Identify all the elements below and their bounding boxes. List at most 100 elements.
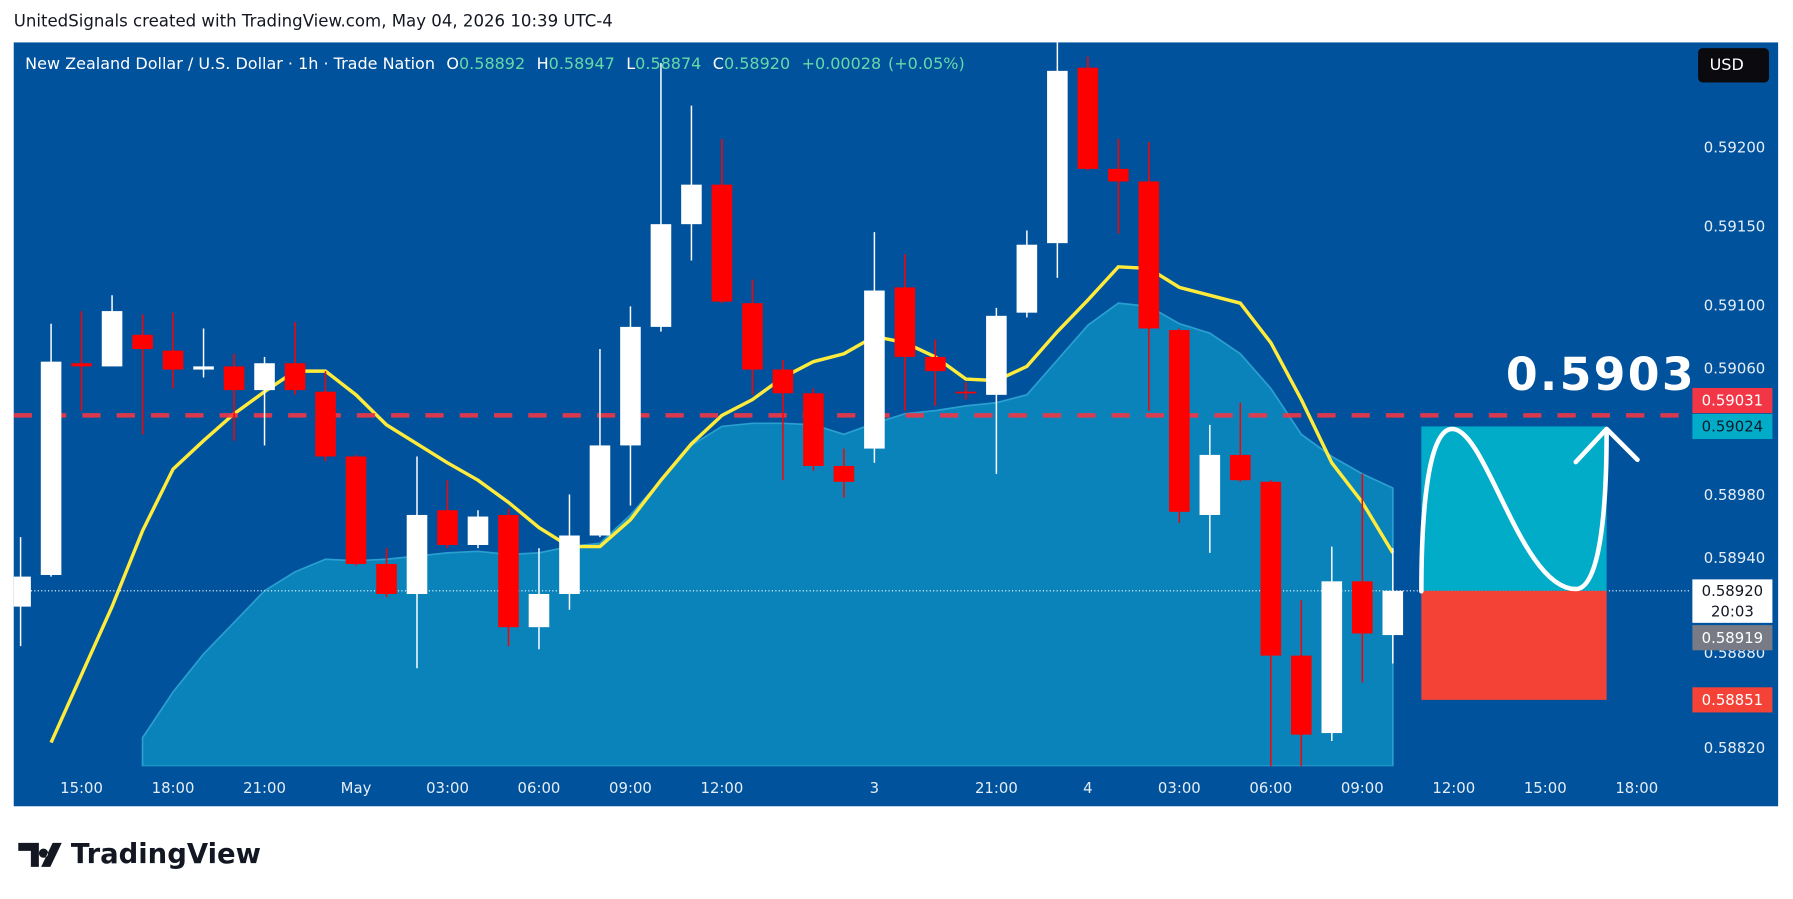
- candle-body: [1199, 454, 1221, 515]
- currency-button-bg[interactable]: [1698, 48, 1769, 83]
- candle-body: [1016, 244, 1038, 313]
- y-tick-label: 0.59200: [1704, 138, 1765, 156]
- candle-body: [620, 326, 641, 446]
- x-tick-label: 3: [870, 779, 879, 797]
- forecast-curve: [1419, 426, 1609, 594]
- target-zone: [1421, 426, 1607, 591]
- x-tick-label: 21:00: [243, 779, 286, 797]
- candle-body: [223, 366, 245, 391]
- x-tick-label: 03:00: [1158, 779, 1201, 797]
- x-tick-label: May: [341, 779, 372, 797]
- alert-price-tag: 0.59031: [1702, 392, 1763, 410]
- candle-body: [1138, 181, 1160, 329]
- stop-price-tag-bg: [1692, 687, 1773, 713]
- candle-body: [40, 361, 62, 576]
- bid-price-tag: 0.58919: [1702, 629, 1763, 647]
- candle-body: [1077, 67, 1099, 169]
- candle-body: [772, 369, 794, 394]
- x-tick-label: 12:00: [1432, 779, 1475, 797]
- currency-label[interactable]: USD: [1710, 55, 1744, 74]
- candle-body: [1230, 454, 1251, 481]
- x-tick-label: 4: [1083, 779, 1092, 797]
- candle-body: [437, 510, 458, 545]
- candle-body: [559, 535, 580, 594]
- stop-price-tag: 0.58851: [1702, 691, 1763, 709]
- x-tick-label: 18:00: [1615, 779, 1658, 797]
- y-tick-label: 0.59100: [1704, 296, 1765, 314]
- candle-body: [711, 184, 733, 302]
- forecast-arrowhead: [1573, 426, 1640, 465]
- candle-body: [1291, 655, 1312, 735]
- close-label: C: [713, 54, 724, 73]
- last-price-tag-bg: [1692, 579, 1773, 623]
- logo: TradingView: [18, 839, 261, 870]
- close-value: 0.58920: [724, 54, 790, 73]
- open-label: O: [446, 54, 459, 73]
- y-tick-label: 0.58820: [1704, 739, 1765, 757]
- candle-body: [162, 350, 184, 370]
- candle-body: [13, 576, 31, 607]
- candle-body: [894, 287, 916, 357]
- candle-body: [315, 391, 336, 457]
- y-tick-label: 0.59150: [1704, 217, 1765, 235]
- price-axis: 0.59200 0.59150 0.59100 0.59060 0.58980 0.589…: [1692, 138, 1773, 757]
- y-tick-label: 0.58940: [1704, 549, 1765, 567]
- target-price-tag: 0.59024: [1702, 418, 1763, 436]
- candle-body: [1108, 168, 1129, 182]
- x-tick-label: 03:00: [426, 779, 469, 797]
- x-tick-label: 12:00: [701, 779, 744, 797]
- candle-body: [1321, 581, 1343, 734]
- candle-body: [986, 315, 1007, 395]
- y-tick-label: 0.58980: [1704, 486, 1765, 504]
- bid-price-tag-bg: [1692, 625, 1773, 651]
- candle-body: [467, 516, 489, 545]
- currency-button[interactable]: USD: [1698, 48, 1769, 83]
- y-tick-label: 0.59060: [1704, 360, 1765, 378]
- candle-body: [193, 366, 214, 370]
- candle-body: [132, 334, 153, 350]
- candle-body: [528, 593, 550, 628]
- logo-text: TradingView: [71, 839, 261, 870]
- candle-body: [955, 391, 977, 394]
- symbol: New Zealand Dollar / U.S. Dollar · 1h · …: [25, 54, 435, 73]
- candle-body: [71, 363, 92, 367]
- x-tick-label: 21:00: [975, 779, 1018, 797]
- candle-body: [284, 363, 306, 391]
- candle-body: [1169, 330, 1190, 512]
- annotation: 0.5903: [1506, 348, 1696, 401]
- x-tick-label: 18:00: [152, 779, 195, 797]
- x-tick-label: 06:00: [1249, 779, 1292, 797]
- open-value: 0.58892: [459, 54, 525, 73]
- plot-area: [13, 42, 1691, 767]
- candle-body: [345, 456, 367, 564]
- candle-body: [101, 311, 123, 367]
- x-tick-label: 15:00: [1524, 779, 1567, 797]
- candle-body: [1352, 581, 1373, 634]
- candle-body: [589, 445, 611, 536]
- candle-body: [1382, 590, 1404, 636]
- logo-icon: [18, 842, 62, 867]
- low-label: L: [626, 54, 635, 73]
- candle-body: [681, 184, 702, 225]
- change-percent: (+0.05%): [888, 54, 965, 73]
- candle-body: [1047, 70, 1068, 244]
- candle-body: [833, 465, 855, 482]
- low-value: 0.58874: [635, 54, 701, 73]
- candle-body: [742, 303, 763, 370]
- countdown: 20:03: [1711, 603, 1754, 621]
- candle-body: [254, 363, 275, 391]
- last-price-tag: 0.58920: [1702, 582, 1763, 600]
- x-tick-label: 09:00: [609, 779, 652, 797]
- x-tick-label: 06:00: [518, 779, 561, 797]
- candle-body: [650, 224, 672, 327]
- candle-body: [864, 290, 885, 449]
- change: +0.00028: [802, 54, 882, 73]
- candle-body: [376, 563, 397, 594]
- alert-price-tag-bg: [1692, 387, 1773, 414]
- candle-body: [406, 514, 428, 594]
- header: UnitedSignals created with TradingView.c…: [14, 11, 613, 30]
- candle-body: [925, 356, 946, 372]
- stop-zone: [1421, 590, 1607, 700]
